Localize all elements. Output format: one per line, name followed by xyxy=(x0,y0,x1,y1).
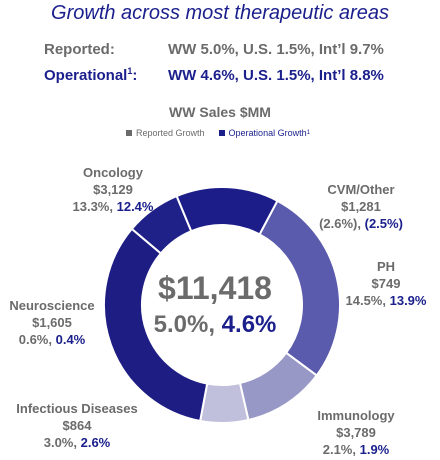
reported-value: WW 5.0%, U.S. 1.5%, Int’l 9.7% xyxy=(168,41,384,58)
label-infectious-diseases-operational: 2.6% xyxy=(80,435,111,450)
label-immunology-sales: $3,789 xyxy=(336,425,376,440)
label-infectious-diseases: Infectious Diseases $864 3.0%, 2.6% xyxy=(2,400,152,451)
chart-legend: Reported Growth Operational Growth 1 xyxy=(126,128,324,138)
label-cvm-other-name: CVM/Other xyxy=(327,182,395,197)
label-cvm-other-sales: $1,281 xyxy=(341,199,381,214)
label-immunology-operational: 1.9% xyxy=(359,442,390,457)
page-title: Growth across most therapeutic areas xyxy=(51,2,389,24)
label-oncology-name: Oncology xyxy=(83,165,143,180)
label-neuroscience-sales: $1,605 xyxy=(32,315,72,330)
label-neuroscience-growth: 0.6%, 0.4% xyxy=(2,331,102,348)
operational-footnote: 1 xyxy=(127,66,133,76)
center-total: $11,418 xyxy=(158,270,272,306)
label-immunology-reported: 2.1%, xyxy=(322,442,356,457)
label-oncology-reported: 13.3%, xyxy=(72,199,113,214)
legend-swatch-operational xyxy=(218,130,225,136)
label-cvm-other-operational: (2.5%) xyxy=(364,216,403,231)
label-infectious-diseases-sales: $864 xyxy=(62,418,92,433)
center-reported-growth: 5.0%, xyxy=(153,311,215,338)
label-oncology-sales: $3,129 xyxy=(93,182,133,197)
label-ph-growth: 14.5%, 13.9% xyxy=(334,292,438,309)
legend-item-reported: Reported Growth xyxy=(126,128,205,138)
chart-title: WW Sales $MM xyxy=(169,104,271,120)
legend-label-operational: Operational Growth xyxy=(228,128,307,138)
label-neuroscience: Neuroscience $1,605 0.6%, 0.4% xyxy=(2,297,102,348)
donut-slice-neuroscience xyxy=(175,186,279,236)
label-ph-operational: 13.9% xyxy=(389,293,427,308)
donut-slice-immunology xyxy=(103,227,209,423)
center-operational-growth: 4.6% xyxy=(221,311,277,338)
label-neuroscience-reported: 0.6%, xyxy=(18,332,52,347)
operational-value: WW 4.6%, U.S. 1.5%, Int’l 8.8% xyxy=(168,67,384,84)
label-immunology-growth: 2.1%, 1.9% xyxy=(300,441,412,458)
legend-swatch-reported xyxy=(126,130,132,136)
legend-label-reported: Reported Growth xyxy=(136,128,205,138)
label-immunology: Immunology $3,789 2.1%, 1.9% xyxy=(300,407,412,458)
label-oncology: Oncology $3,129 13.3%, 12.4% xyxy=(58,164,168,215)
label-cvm-other: CVM/Other $1,281 (2.6%), (2.5%) xyxy=(306,181,416,232)
label-immunology-name: Immunology xyxy=(317,408,395,423)
donut-slice-ph xyxy=(198,381,250,424)
label-ph-name: PH xyxy=(376,259,396,274)
label-oncology-growth: 13.3%, 12.4% xyxy=(58,198,168,215)
label-cvm-other-growth: (2.6%), (2.5%) xyxy=(306,215,416,232)
label-infectious-diseases-reported: 3.0%, xyxy=(43,435,77,450)
label-ph-reported: 14.5%, xyxy=(345,293,386,308)
legend-item-operational: Operational Growth 1 xyxy=(218,128,310,138)
label-infectious-diseases-name: Infectious Diseases xyxy=(16,401,138,416)
label-neuroscience-operational: 0.4% xyxy=(55,332,86,347)
label-oncology-operational: 12.4% xyxy=(116,199,154,214)
center-growth: 5.0%, 4.6% xyxy=(150,311,280,339)
label-neuroscience-name: Neuroscience xyxy=(9,298,95,313)
operational-label-group: Operational1: xyxy=(44,66,138,85)
reported-label: Reported: xyxy=(44,41,115,58)
label-ph: PH $749 14.5%, 13.9% xyxy=(334,258,438,309)
label-cvm-other-reported: (2.6%), xyxy=(319,216,361,231)
operational-colon: : xyxy=(132,67,138,84)
operational-label: Operational xyxy=(44,67,128,84)
label-ph-sales: $749 xyxy=(371,276,401,291)
label-infectious-diseases-growth: 3.0%, 2.6% xyxy=(2,434,152,451)
